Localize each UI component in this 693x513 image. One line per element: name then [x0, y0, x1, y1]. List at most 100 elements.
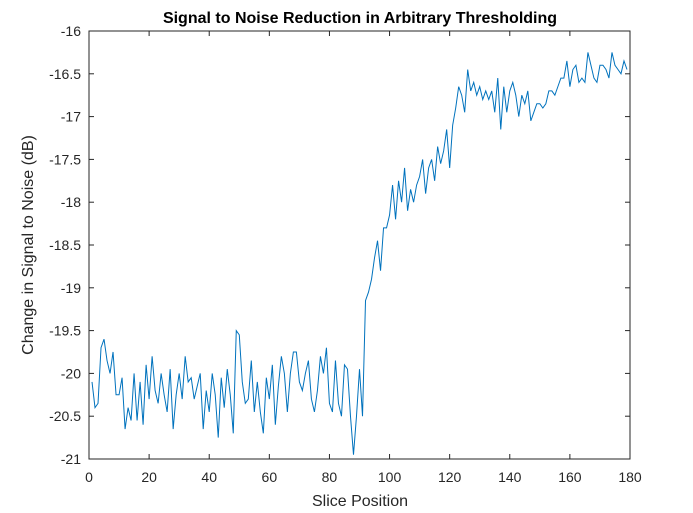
data-point [218, 437, 219, 438]
data-point [626, 69, 627, 70]
data-point [230, 394, 231, 395]
data-point [136, 420, 137, 421]
data-point [275, 424, 276, 425]
data-point [566, 60, 567, 61]
data-point [182, 398, 183, 399]
data-point [308, 360, 309, 361]
data-point [485, 90, 486, 91]
y-tick-label: -20 [61, 365, 81, 381]
data-point [245, 403, 246, 404]
data-point [590, 65, 591, 66]
data-point [557, 86, 558, 87]
data-point [251, 360, 252, 361]
y-tick-label: -21 [61, 451, 81, 467]
data-point [551, 90, 552, 91]
data-point [581, 77, 582, 78]
data-point [212, 373, 213, 374]
data-point [608, 77, 609, 78]
y-tick-label: -17 [61, 109, 81, 125]
data-point [257, 381, 258, 382]
data-point [437, 146, 438, 147]
data-point [563, 77, 564, 78]
data-point [344, 364, 345, 365]
data-point [440, 163, 441, 164]
data-point [215, 394, 216, 395]
data-point [224, 407, 225, 408]
data-point [356, 416, 357, 417]
data-point [161, 373, 162, 374]
data-point [491, 90, 492, 91]
data-point [326, 347, 327, 348]
y-axis-title: Change in Signal to Noise (dB) [20, 135, 37, 355]
x-tick-label: 120 [438, 469, 462, 485]
data-point [200, 373, 201, 374]
data-point [380, 270, 381, 271]
data-point [155, 390, 156, 391]
data-point [578, 82, 579, 83]
data-point [179, 373, 180, 374]
x-axis-title: Slice Position [312, 493, 408, 510]
data-point [611, 52, 612, 53]
data-point [173, 428, 174, 429]
data-point [263, 433, 264, 434]
x-tick-label: 40 [201, 469, 217, 485]
data-point [515, 95, 516, 96]
x-tick-label: 60 [262, 469, 278, 485]
y-tick-label: -20.5 [49, 408, 81, 424]
data-point [176, 394, 177, 395]
data-point [434, 180, 435, 181]
data-point [170, 369, 171, 370]
data-point [614, 65, 615, 66]
data-point [94, 407, 95, 408]
data-point [413, 202, 414, 203]
data-point [401, 202, 402, 203]
data-point [254, 411, 255, 412]
data-point [329, 403, 330, 404]
data-point [428, 167, 429, 168]
data-point [620, 73, 621, 74]
data-point [203, 428, 204, 429]
data-point [227, 369, 228, 370]
y-tick-labels: -16 -16.5 -17 -17.5 -18 -18.5 -19 -19.5 -20 -20.5… [49, 23, 81, 467]
data-point [518, 116, 519, 117]
data-point [395, 219, 396, 220]
data-point [146, 364, 147, 365]
data-point [302, 390, 303, 391]
data-point [100, 347, 101, 348]
data-point [368, 291, 369, 292]
data-point [503, 86, 504, 87]
data-point [371, 279, 372, 280]
data-point [560, 77, 561, 78]
data-point [320, 356, 321, 357]
data-point [575, 65, 576, 66]
data-point [599, 65, 600, 66]
data-point [206, 390, 207, 391]
data-point [296, 351, 297, 352]
data-point [338, 403, 339, 404]
data-point [266, 377, 267, 378]
data-point [347, 369, 348, 370]
data-point [545, 103, 546, 104]
data-point [97, 403, 98, 404]
x-tick-label: 100 [378, 469, 402, 485]
data-point [527, 90, 528, 91]
data-point [542, 107, 543, 108]
data-point [398, 180, 399, 181]
data-point [293, 351, 294, 352]
data-point [572, 69, 573, 70]
data-point [311, 398, 312, 399]
data-point [422, 159, 423, 160]
data-point [130, 420, 131, 421]
x-tick-label: 80 [322, 469, 338, 485]
data-point [365, 300, 366, 301]
data-point [506, 112, 507, 113]
data-point [473, 82, 474, 83]
data-point [392, 184, 393, 185]
data-point [209, 411, 210, 412]
y-tick-label: -18.5 [49, 237, 81, 253]
data-point [539, 103, 540, 104]
data-point [458, 86, 459, 87]
data-point [452, 125, 453, 126]
data-point [152, 356, 153, 357]
data-point [112, 351, 113, 352]
